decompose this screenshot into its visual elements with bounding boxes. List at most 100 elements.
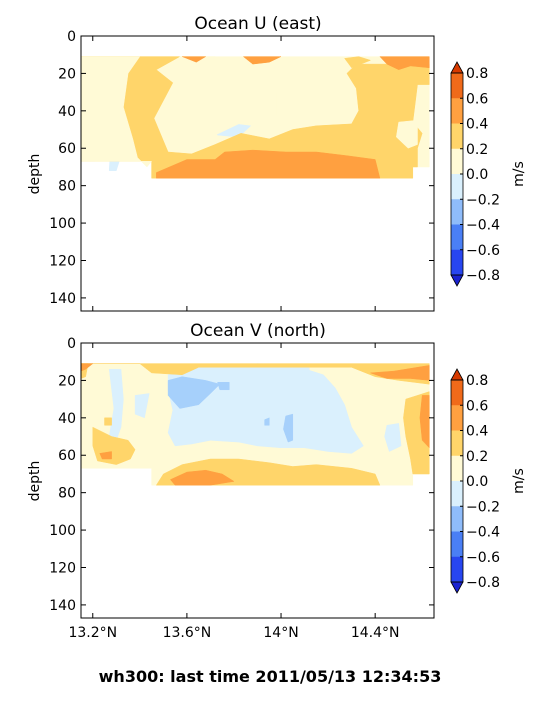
colorbar-band bbox=[451, 98, 463, 124]
xtick-label: 13.2°N bbox=[68, 625, 117, 641]
contour-region-0.2-0.4-13 bbox=[104, 417, 112, 426]
ytick-label: 100 bbox=[49, 216, 76, 232]
ytick-label: 100 bbox=[49, 523, 76, 539]
ytick-label: 120 bbox=[49, 560, 76, 576]
ytick-label: 60 bbox=[58, 448, 76, 464]
ytick-label: 0 bbox=[67, 336, 76, 352]
ytick-label: 140 bbox=[49, 291, 76, 307]
colorbar-tick-label: 0.4 bbox=[466, 424, 488, 440]
colorbar-extend-min bbox=[450, 274, 464, 287]
contour-region--0.2-0.0-4 bbox=[384, 423, 402, 452]
contour-region-0.4-0.6-11 bbox=[242, 56, 282, 65]
colorbar-band bbox=[451, 380, 463, 406]
contour-region-0.4-0.6-18 bbox=[99, 451, 112, 460]
colorbar-band bbox=[451, 556, 463, 583]
colorbar-band bbox=[451, 174, 463, 200]
contour-region-0.4-0.6-17 bbox=[419, 395, 430, 449]
ytick-label: 80 bbox=[58, 179, 76, 195]
colorbar-band bbox=[451, 73, 463, 99]
ocean-v-xticks: 13.2°N 13.6°N 14°N 14.4°N bbox=[68, 343, 399, 641]
ytick-label: 40 bbox=[58, 104, 76, 120]
ocean-u-title: Ocean U (east) bbox=[194, 14, 321, 34]
colorbar-band bbox=[451, 249, 463, 276]
ocean-u-ylabel: depth bbox=[27, 154, 43, 195]
xtick-label: 14.4°N bbox=[351, 625, 400, 641]
colorbar-band bbox=[451, 405, 463, 431]
ocean-v-colorbar: 0.8 0.6 0.4 0.2 0.0 −0.2 −0.4 −0.6 −0.8 m/s bbox=[450, 368, 527, 594]
colorbar-tick-label: 0.8 bbox=[466, 66, 488, 82]
contour-region-0.4-0.6-19 bbox=[169, 469, 235, 486]
contour-region--0.2-0.0-2 bbox=[108, 368, 124, 441]
ocean-u-xticks bbox=[92, 36, 376, 311]
colorbar-tick-label: 0.0 bbox=[466, 474, 488, 490]
contour-region-0.0-0.2-6 bbox=[81, 56, 153, 168]
contour-region-0.4-0.6-16 bbox=[370, 365, 430, 381]
colorbar-tick-label: −0.2 bbox=[466, 499, 500, 515]
ocean-v-yticks: 0 20 40 60 80 100 120 140 bbox=[49, 336, 434, 614]
contour-region--0.2-0.0-3 bbox=[134, 393, 150, 419]
colorbar-extend-min bbox=[450, 581, 464, 594]
ocean-v-ylabel: depth bbox=[27, 461, 43, 502]
ocean-v-frame bbox=[80, 342, 435, 619]
ytick-label: 40 bbox=[58, 411, 76, 427]
contour-region-0.4-0.6-20 bbox=[81, 363, 94, 372]
colorbar-band bbox=[451, 148, 463, 175]
ocean-v-title: Ocean V (north) bbox=[190, 321, 326, 341]
colorbar-band bbox=[451, 224, 463, 251]
colorbar-band bbox=[451, 531, 463, 558]
colorbar-units-label: m/s bbox=[511, 468, 527, 494]
colorbar-tick-label: 0.2 bbox=[466, 142, 488, 158]
contour-region-0.0-0.2-8 bbox=[396, 119, 418, 149]
colorbar-tick-label: 0.4 bbox=[466, 117, 488, 133]
contour-region-0.2-0.4-10 bbox=[81, 363, 430, 385]
contour-region--0.4--0.2-8 bbox=[283, 413, 294, 443]
ytick-label: 20 bbox=[58, 373, 76, 389]
ytick-label: 120 bbox=[49, 253, 76, 269]
contour-region-0.4-0.6-12 bbox=[379, 56, 430, 70]
colorbar-tick-label: −0.2 bbox=[466, 192, 500, 208]
colorbar-units-label: m/s bbox=[511, 161, 527, 187]
ocean-u-yticks: 0 20 40 60 80 100 120 140 bbox=[49, 29, 434, 307]
colorbar-tick-label: −0.6 bbox=[466, 550, 500, 566]
figure-footer-title: wh300: last time 2011/05/13 12:34:53 bbox=[98, 667, 442, 686]
contour-region-0.2-0.4-5 bbox=[81, 56, 430, 179]
contour-region--0.4--0.2-9 bbox=[264, 417, 270, 426]
colorbar-tick-label: 0.8 bbox=[466, 373, 488, 389]
colorbar-tick-label: −0.8 bbox=[466, 268, 500, 284]
ocean-u-plot bbox=[81, 56, 430, 179]
xtick-label: 13.6°N bbox=[163, 625, 212, 641]
colorbar-tick-label: 0.2 bbox=[466, 449, 488, 465]
colorbar-band bbox=[451, 506, 463, 532]
ocean-u-colorbar: 0.8 0.6 0.4 0.2 0.0 −0.2 −0.4 −0.6 −0.8 m/s bbox=[450, 61, 527, 287]
ytick-label: 20 bbox=[58, 66, 76, 82]
colorbar-tick-label: 0.0 bbox=[466, 167, 488, 183]
ocean-u-frame bbox=[80, 35, 435, 312]
colorbar-extend-max bbox=[450, 368, 464, 381]
ytick-label: 80 bbox=[58, 486, 76, 502]
colorbar-band bbox=[451, 455, 463, 482]
contour-region-0.4-0.6-13 bbox=[182, 56, 207, 63]
ocean-v-plot bbox=[81, 363, 430, 486]
colorbar-tick-label: −0.4 bbox=[466, 218, 500, 234]
colorbar-tick-label: −0.8 bbox=[466, 575, 500, 591]
colorbar-band bbox=[451, 481, 463, 507]
ytick-label: 140 bbox=[49, 598, 76, 614]
colorbar-tick-label: 0.6 bbox=[466, 91, 488, 107]
contour-region-0.0-0.2-7 bbox=[163, 56, 341, 143]
colorbar-band bbox=[451, 123, 463, 150]
ytick-label: 60 bbox=[58, 141, 76, 157]
colorbar-extend-max bbox=[450, 61, 464, 74]
ytick-label: 0 bbox=[67, 29, 76, 45]
ocean-v-panel: Ocean V (north) 0 20 40 60 80 100 120 140 13.2°… bbox=[27, 321, 527, 641]
colorbar-band bbox=[451, 199, 463, 225]
colorbar-band bbox=[451, 430, 463, 457]
contour-region-0.4-0.6-10 bbox=[156, 149, 381, 179]
contour-region--0.2-0.0-5 bbox=[290, 367, 310, 381]
contour-region--0.4--0.2-6 bbox=[167, 376, 221, 409]
contour-region--0.4--0.2-7 bbox=[217, 382, 230, 391]
colorbar-tick-label: −0.6 bbox=[466, 243, 500, 259]
colorbar-tick-label: −0.4 bbox=[466, 525, 500, 541]
colorbar-tick-label: 0.6 bbox=[466, 398, 488, 414]
